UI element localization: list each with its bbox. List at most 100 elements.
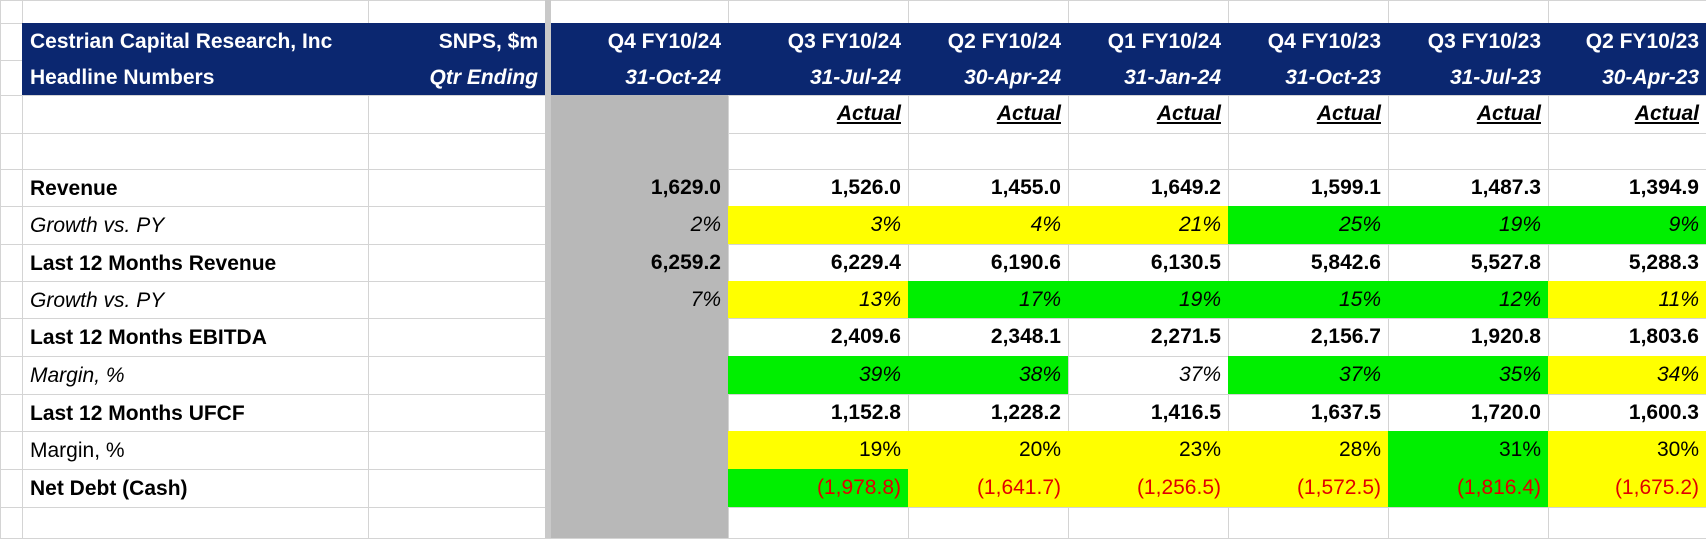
row-value[interactable]: (1,641.7) xyxy=(908,469,1068,507)
row-value[interactable]: 13% xyxy=(728,281,908,318)
column-quarter[interactable]: Q4 FY10/24 xyxy=(607,30,721,53)
column-type[interactable]: Actual xyxy=(996,102,1061,125)
row-value[interactable]: 21% xyxy=(1068,206,1228,244)
row-value[interactable] xyxy=(551,469,728,507)
row-value[interactable] xyxy=(551,394,728,431)
column-quarter[interactable]: Q2 FY10/23 xyxy=(1585,30,1699,53)
row-value[interactable]: 17% xyxy=(908,281,1068,318)
row-value[interactable]: 2,156.7 xyxy=(1310,325,1381,348)
column-quarter[interactable]: Q4 FY10/23 xyxy=(1267,30,1381,53)
column-date[interactable]: 30-Apr-24 xyxy=(964,66,1061,89)
row-value[interactable]: 1,599.1 xyxy=(1310,176,1381,199)
column-type[interactable]: Actual xyxy=(1476,102,1541,125)
row-value[interactable]: 37% xyxy=(1228,356,1388,394)
row-value[interactable]: 6,259.2 xyxy=(650,251,721,274)
row-value[interactable] xyxy=(551,356,728,394)
row-value[interactable]: 1,637.5 xyxy=(1310,401,1381,424)
row-value[interactable]: 2,409.6 xyxy=(830,325,901,348)
row-value[interactable]: 9% xyxy=(1548,206,1706,244)
row-value[interactable]: 31% xyxy=(1388,431,1548,469)
column-type[interactable]: Actual xyxy=(836,102,901,125)
row-label[interactable]: Last 12 Months EBITDA xyxy=(30,326,267,349)
column-quarter[interactable]: Q2 FY10/24 xyxy=(947,30,1061,53)
row-label[interactable]: Last 12 Months Revenue xyxy=(30,252,277,275)
row-value[interactable]: (1,572.5) xyxy=(1228,469,1388,507)
row-value[interactable]: 39% xyxy=(728,356,908,394)
row-value[interactable]: 12% xyxy=(1388,281,1548,318)
row-value[interactable]: 2,271.5 xyxy=(1150,325,1221,348)
row-value[interactable]: 1,720.0 xyxy=(1470,401,1541,424)
row-label[interactable]: Last 12 Months UFCF xyxy=(30,402,245,425)
column-quarter[interactable]: Q3 FY10/23 xyxy=(1427,30,1541,53)
row-value[interactable]: 28% xyxy=(1228,431,1388,469)
row-value[interactable]: 1,649.2 xyxy=(1150,176,1221,199)
row-value[interactable]: 1,394.9 xyxy=(1628,176,1699,199)
row-value[interactable]: 3% xyxy=(728,206,908,244)
row-value[interactable]: 5,842.6 xyxy=(1310,251,1381,274)
row-label[interactable]: Growth vs. PY xyxy=(30,214,165,237)
row-label[interactable]: Margin, % xyxy=(30,439,125,462)
row-value[interactable]: 1,920.8 xyxy=(1470,325,1541,348)
row-value[interactable]: 19% xyxy=(1068,281,1228,318)
row-label[interactable]: Net Debt (Cash) xyxy=(30,477,188,500)
row-value[interactable]: 30% xyxy=(1548,431,1706,469)
row-value[interactable]: (1,675.2) xyxy=(1548,469,1706,507)
column-date[interactable]: 31-Jul-24 xyxy=(809,66,901,89)
row-value[interactable]: 25% xyxy=(1228,206,1388,244)
row-value[interactable]: 6,130.5 xyxy=(1150,251,1221,274)
row-label[interactable]: Revenue xyxy=(30,177,118,200)
row-value[interactable]: 35% xyxy=(1388,356,1548,394)
column-type[interactable]: Actual xyxy=(1634,102,1699,125)
freeze-pane-divider-header xyxy=(545,23,551,95)
row-value[interactable]: (1,256.5) xyxy=(1068,469,1228,507)
row-value[interactable]: 38% xyxy=(908,356,1068,394)
row-value[interactable]: 1,803.6 xyxy=(1628,325,1699,348)
row-value[interactable]: 2,348.1 xyxy=(990,325,1061,348)
row-value[interactable]: 11% xyxy=(1548,281,1706,318)
column-type[interactable]: Actual xyxy=(1156,102,1221,125)
row-value[interactable]: 2% xyxy=(690,213,721,236)
freeze-pane-divider[interactable] xyxy=(545,0,551,538)
row-value[interactable]: 1,416.5 xyxy=(1150,401,1221,424)
row-value[interactable]: 1,455.0 xyxy=(990,176,1061,199)
row-value[interactable]: 5,288.3 xyxy=(1628,251,1699,274)
column-quarter[interactable]: Q1 FY10/24 xyxy=(1107,30,1221,53)
row-value[interactable]: 6,190.6 xyxy=(990,251,1061,274)
row-value[interactable]: 1,629.0 xyxy=(650,176,721,199)
column-date[interactable]: 30-Apr-23 xyxy=(1602,66,1699,89)
header-company[interactable]: Cestrian Capital Research, Inc xyxy=(30,30,333,53)
row-value[interactable]: 5,527.8 xyxy=(1470,251,1541,274)
row-value[interactable] xyxy=(551,431,728,469)
row-label[interactable]: Margin, % xyxy=(30,364,125,387)
row-value[interactable]: (1,816.4) xyxy=(1388,469,1548,507)
row-value[interactable]: 15% xyxy=(1228,281,1388,318)
row-label[interactable]: Growth vs. PY xyxy=(30,289,165,312)
column-date[interactable]: 31-Oct-24 xyxy=(625,66,721,89)
header-subtitle[interactable]: Headline Numbers xyxy=(30,66,215,89)
column-date[interactable]: 31-Jan-24 xyxy=(1124,66,1221,89)
row-value[interactable]: 1,228.2 xyxy=(990,401,1061,424)
row-value[interactable]: 4% xyxy=(908,206,1068,244)
column-type[interactable]: Actual xyxy=(1316,102,1381,125)
column-date[interactable]: 31-Jul-23 xyxy=(1449,66,1541,89)
column-quarter[interactable]: Q3 FY10/24 xyxy=(787,30,901,53)
row-value[interactable]: (1,978.8) xyxy=(728,469,908,507)
header-qtr-label[interactable]: Qtr Ending xyxy=(429,66,539,89)
header-ticker[interactable]: SNPS, $m xyxy=(438,30,538,53)
row-value[interactable]: 37% xyxy=(1178,363,1221,386)
row-value[interactable] xyxy=(551,318,728,356)
row-value[interactable]: 1,487.3 xyxy=(1470,176,1541,199)
row-value[interactable]: 6,229.4 xyxy=(830,251,901,274)
row-value[interactable]: 19% xyxy=(728,431,908,469)
column-date[interactable]: 31-Oct-23 xyxy=(1285,66,1381,89)
row-value[interactable]: 23% xyxy=(1068,431,1228,469)
row-value[interactable]: 1,152.8 xyxy=(830,401,901,424)
row-value[interactable]: 34% xyxy=(1548,356,1706,394)
row-value[interactable]: 19% xyxy=(1388,206,1548,244)
row-value[interactable]: 7% xyxy=(690,288,721,311)
grid-hline xyxy=(0,318,1706,319)
row-value[interactable]: 1,526.0 xyxy=(830,176,901,199)
row-value[interactable]: 20% xyxy=(908,431,1068,469)
row-value[interactable]: 1,600.3 xyxy=(1628,401,1699,424)
